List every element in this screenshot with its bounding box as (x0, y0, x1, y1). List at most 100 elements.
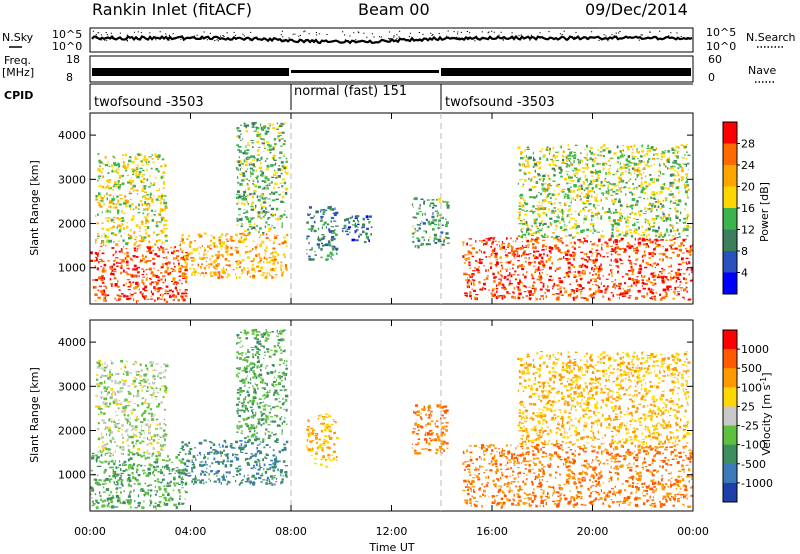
scatter-cell (137, 392, 139, 394)
scatter-cell (281, 195, 285, 199)
scatter-cell (209, 244, 213, 247)
scatter-cell (667, 219, 669, 222)
scatter-cell (653, 198, 657, 200)
scatter-cell (235, 272, 237, 276)
scatter-cell (547, 285, 549, 288)
scatter-cell (159, 294, 162, 296)
scatter-cell (638, 196, 642, 198)
scatter-cell (629, 232, 633, 234)
scatter-cell (624, 170, 627, 173)
scatter-cell (131, 477, 136, 480)
scatter-cell (606, 181, 610, 183)
scatter-cell (133, 463, 136, 466)
scatter-cell (102, 168, 104, 170)
scatter-cell (661, 183, 665, 186)
scatter-cell (640, 176, 643, 180)
scatter-cell (97, 235, 100, 237)
scatter-cell (682, 296, 685, 298)
scatter-cell (657, 200, 661, 204)
scatter-cell (419, 223, 421, 226)
scatter-cell (154, 428, 158, 430)
scatter-cell (574, 170, 579, 172)
scatter-cell (558, 277, 561, 280)
scatter-cell (670, 277, 673, 279)
scatter-cell (559, 210, 564, 213)
scatter-cell (564, 290, 568, 294)
scatter-cell (539, 288, 543, 291)
scatter-cell (602, 255, 605, 258)
scatter-cell (122, 382, 126, 384)
scatter-cell (143, 295, 147, 298)
scatter-cell (527, 246, 530, 249)
scatter-cell (481, 259, 484, 261)
scatter-cell (528, 293, 532, 296)
scatter-cell (247, 194, 250, 197)
scatter-cell (566, 214, 569, 218)
scatter-cell (198, 235, 202, 237)
scatter-cell (124, 398, 128, 402)
scatter-cell (122, 463, 124, 467)
scatter-cell (550, 279, 554, 282)
scatter-cell (101, 162, 105, 165)
scatter-cell (467, 279, 470, 282)
scatter-cell (154, 489, 156, 492)
scatter-cell (504, 254, 508, 256)
scatter-cell (432, 212, 434, 215)
scatter-cell (647, 208, 651, 210)
scatter-cell (127, 181, 131, 184)
scatter-cell (669, 257, 673, 259)
scatter-cell (671, 185, 674, 188)
scatter-cell (136, 193, 138, 195)
scatter-cell (269, 151, 272, 154)
scatter-cell (152, 361, 154, 365)
scatter-cell (130, 505, 132, 509)
scatter-cell (109, 375, 112, 378)
scatter-cell (250, 456, 253, 458)
scatter-cell (96, 195, 100, 197)
scatter-cell (591, 160, 596, 163)
scatter-cell (630, 245, 634, 248)
scatter-cell (582, 203, 587, 205)
scatter-cell (130, 207, 132, 210)
scatter-cell (552, 180, 556, 182)
scatter-cell (117, 280, 119, 283)
scatter-cell (551, 193, 555, 197)
scatter-cell (538, 161, 541, 164)
scatter-cell (208, 478, 210, 480)
scatter-cell (143, 385, 146, 387)
scatter-cell (551, 159, 555, 163)
scatter-cell (182, 278, 186, 279)
scatter-cell (553, 220, 557, 223)
scatter-cell (151, 471, 154, 474)
scatter-cell (563, 195, 567, 197)
scatter-cell (636, 249, 639, 252)
scatter-cell (162, 474, 165, 476)
scatter-cell (645, 185, 649, 187)
scatter-cell (624, 217, 626, 220)
scatter-cell (155, 224, 159, 228)
scatter-cell (234, 233, 239, 237)
scatter-cell (416, 224, 420, 226)
scatter-cell (560, 189, 563, 192)
scatter-cell (573, 296, 577, 299)
scatter-cell (131, 202, 134, 206)
scatter-cell (632, 155, 636, 158)
scatter-cell (660, 234, 662, 237)
scatter-cell (96, 456, 100, 459)
scatter-cell (469, 291, 472, 294)
scatter-cell (541, 268, 544, 271)
scatter-cell (210, 263, 213, 266)
scatter-cell (538, 279, 542, 281)
scatter-cell (636, 276, 639, 278)
scatter-cell (641, 279, 644, 281)
scatter-cell (105, 447, 108, 451)
scatter-cell (520, 157, 524, 160)
scatter-cell (482, 286, 485, 289)
scatter-cell (113, 270, 117, 273)
scatter-cell (164, 438, 166, 442)
scatter-cell (543, 292, 547, 294)
scatter-cell (329, 207, 333, 211)
scatter-cell (187, 472, 191, 474)
scatter-cell (570, 217, 574, 220)
scatter-cell (669, 224, 671, 227)
